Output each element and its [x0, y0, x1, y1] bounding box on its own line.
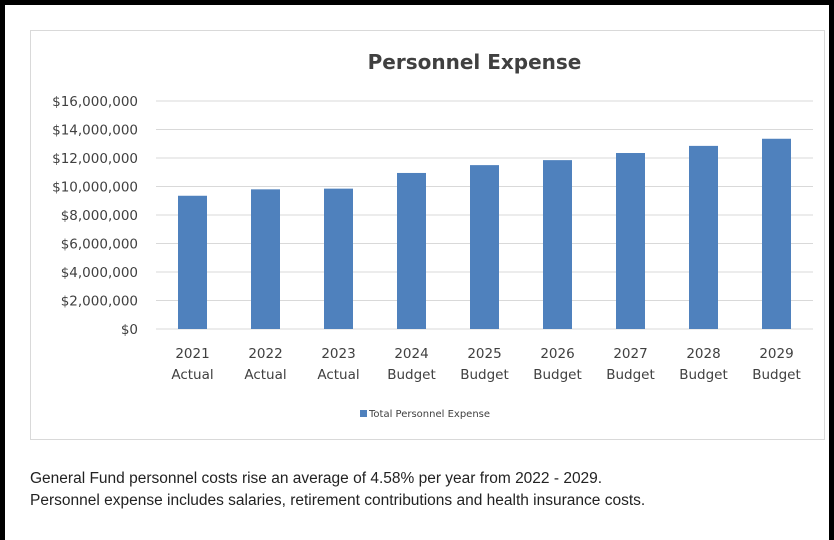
y-tick-label: $10,000,000	[52, 180, 138, 196]
y-tick-label: $12,000,000	[52, 151, 138, 167]
y-tick-label: $6,000,000	[61, 237, 138, 253]
chart-title: Personnel Expense	[368, 50, 582, 74]
x-tick-label: 2024	[394, 346, 428, 362]
x-tick-label: 2029	[759, 346, 793, 362]
x-tick-label: 2026	[540, 346, 574, 362]
bar	[470, 165, 499, 329]
x-tick-label: 2021	[175, 346, 209, 362]
bar	[689, 146, 718, 329]
legend-swatch	[360, 410, 367, 417]
bar	[616, 153, 645, 329]
x-tick-label: Budget	[752, 367, 801, 383]
x-tick-label: Actual	[244, 367, 286, 383]
x-tick-label: 2028	[686, 346, 720, 362]
x-tick-label: 2023	[321, 346, 355, 362]
bar	[178, 196, 207, 329]
x-tick-label: 2022	[248, 346, 282, 362]
y-tick-label: $14,000,000	[52, 123, 138, 139]
y-tick-label: $2,000,000	[61, 294, 138, 310]
x-tick-label: 2025	[467, 346, 501, 362]
x-tick-label: Budget	[606, 367, 655, 383]
y-tick-label: $8,000,000	[61, 208, 138, 224]
bar	[324, 189, 353, 329]
x-tick-label: Budget	[460, 367, 509, 383]
caption-line-1: General Fund personnel costs rise an ave…	[30, 468, 820, 490]
x-tick-label: Budget	[387, 367, 436, 383]
chart-container: Personnel Expense $0 $2,000,000 $4,000,000 $…	[30, 30, 825, 440]
legend-label: Total Personnel Expense	[368, 409, 490, 420]
caption-line-2: Personnel expense includes salaries, ret…	[30, 490, 820, 512]
x-tick-label: Budget	[679, 367, 728, 383]
x-tick-label: Actual	[317, 367, 359, 383]
chart-caption: General Fund personnel costs rise an ave…	[30, 468, 820, 512]
bar	[251, 189, 280, 329]
x-tick-label: Actual	[171, 367, 213, 383]
x-tick-label: Budget	[533, 367, 582, 383]
y-tick-label: $4,000,000	[61, 265, 138, 281]
bar	[397, 173, 426, 329]
y-tick-label: $0	[121, 322, 138, 338]
x-tick-label: 2027	[613, 346, 647, 362]
bar	[762, 139, 791, 329]
bar-chart: Personnel Expense $0 $2,000,000 $4,000,000 $…	[31, 31, 826, 441]
y-tick-label: $16,000,000	[52, 94, 138, 110]
bar	[543, 160, 572, 329]
